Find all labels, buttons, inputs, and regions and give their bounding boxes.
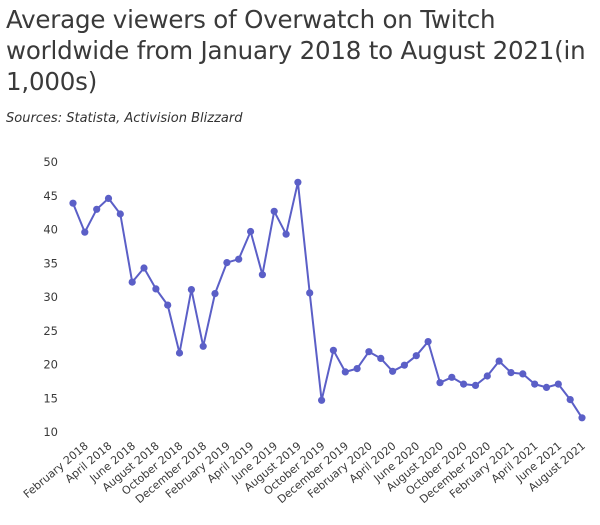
data-point [258, 271, 266, 279]
data-point [140, 264, 148, 272]
data-point [483, 372, 491, 380]
data-point [128, 278, 136, 286]
y-tick-label: 15 [43, 391, 58, 405]
data-point [578, 414, 586, 422]
y-tick-label: 30 [43, 290, 58, 304]
data-point [377, 354, 385, 362]
data-point [81, 228, 89, 236]
data-point [164, 301, 172, 309]
data-point [235, 255, 243, 263]
data-point [247, 227, 255, 236]
series-line [72, 181, 583, 419]
data-point [400, 361, 408, 369]
data-point [495, 357, 503, 365]
data-point [211, 290, 219, 298]
y-tick-label: 10 [43, 425, 58, 439]
data-point [531, 380, 539, 388]
data-point [436, 379, 444, 387]
data-point [69, 199, 77, 207]
y-axis: 50 45 40 35 30 25 20 15 10 [43, 155, 58, 439]
y-tick-label: 50 [43, 155, 58, 169]
data-point [116, 210, 124, 218]
data-point [412, 352, 420, 360]
data-point [93, 205, 101, 213]
data-point [223, 259, 231, 267]
y-tick-label: 35 [43, 256, 58, 270]
data-point [199, 342, 207, 350]
data-point [187, 286, 195, 294]
y-tick-label: 20 [43, 358, 58, 372]
data-point [329, 346, 337, 354]
y-tick-label: 45 [43, 189, 58, 203]
data-point [318, 396, 326, 404]
data-point [448, 373, 456, 381]
data-point [341, 368, 349, 376]
data-point [282, 230, 290, 238]
data-point [175, 349, 184, 357]
chart-source: Sources: Statista, Activision Blizzard [6, 111, 243, 126]
data-point [471, 381, 480, 389]
data-point [542, 383, 551, 391]
y-tick-label: 40 [43, 223, 58, 237]
data-point [270, 207, 278, 215]
data-point [306, 289, 314, 297]
data-point [104, 194, 113, 202]
data-point [389, 367, 397, 375]
chart-title: Average viewers of Overwatch on Twitch w… [6, 5, 586, 96]
data-point [507, 369, 515, 377]
data-point [460, 380, 468, 388]
y-tick-label: 25 [43, 324, 58, 338]
data-point [152, 285, 160, 293]
data-point [365, 348, 373, 356]
data-point [554, 380, 562, 388]
plot-area [69, 178, 586, 422]
data-point [519, 370, 527, 378]
data-point [566, 396, 574, 404]
data-point [424, 338, 432, 346]
data-point [353, 365, 361, 373]
data-point [294, 178, 302, 186]
